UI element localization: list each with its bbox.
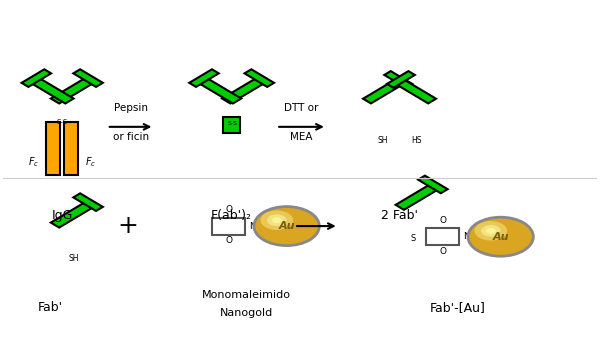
FancyBboxPatch shape (384, 71, 412, 88)
Circle shape (486, 228, 496, 234)
Text: IgG: IgG (52, 209, 73, 222)
FancyBboxPatch shape (51, 78, 93, 103)
Circle shape (481, 225, 500, 237)
FancyBboxPatch shape (212, 217, 245, 235)
FancyBboxPatch shape (396, 80, 436, 103)
FancyBboxPatch shape (73, 193, 103, 211)
Text: Fab'-[Au]: Fab'-[Au] (430, 301, 485, 314)
FancyBboxPatch shape (418, 176, 448, 193)
Text: Pepsin: Pepsin (113, 103, 148, 113)
Text: Fab': Fab' (38, 301, 63, 314)
Text: Monomaleimido: Monomaleimido (202, 290, 291, 300)
Circle shape (254, 207, 319, 246)
Circle shape (267, 215, 287, 226)
Circle shape (260, 211, 293, 230)
Circle shape (468, 217, 533, 256)
Text: Nanogold: Nanogold (220, 308, 273, 318)
Text: F(ab')₂: F(ab')₂ (211, 209, 252, 222)
Text: $F_c$: $F_c$ (85, 156, 97, 169)
Text: O: O (439, 247, 446, 256)
Text: 2 Fab': 2 Fab' (382, 209, 418, 222)
FancyBboxPatch shape (64, 122, 78, 175)
FancyBboxPatch shape (427, 228, 459, 245)
Text: DTT or: DTT or (284, 103, 319, 113)
Text: N: N (463, 232, 470, 241)
Text: +: + (117, 214, 138, 238)
FancyBboxPatch shape (22, 69, 51, 87)
FancyBboxPatch shape (46, 122, 60, 175)
FancyBboxPatch shape (51, 202, 93, 228)
FancyBboxPatch shape (199, 78, 241, 103)
Text: S-S: S-S (227, 121, 237, 126)
Text: O: O (439, 216, 446, 225)
FancyBboxPatch shape (395, 185, 438, 210)
FancyBboxPatch shape (73, 69, 103, 87)
Text: SH: SH (377, 136, 388, 145)
Text: O: O (225, 237, 232, 246)
FancyBboxPatch shape (189, 69, 219, 87)
Text: or ficin: or ficin (113, 132, 149, 142)
FancyBboxPatch shape (222, 78, 265, 103)
Text: MEA: MEA (290, 132, 313, 142)
FancyBboxPatch shape (363, 80, 403, 103)
Text: O: O (225, 205, 232, 214)
Text: N: N (249, 221, 256, 230)
Text: $F_c$: $F_c$ (28, 156, 40, 169)
Text: S-S: S-S (56, 118, 68, 125)
Text: S: S (410, 234, 416, 243)
Text: SH: SH (68, 255, 79, 264)
Circle shape (475, 221, 507, 240)
FancyBboxPatch shape (31, 78, 74, 103)
Text: Au: Au (493, 232, 509, 242)
Text: HS: HS (412, 136, 422, 145)
FancyBboxPatch shape (223, 117, 240, 133)
Text: Au: Au (278, 221, 295, 231)
Circle shape (272, 217, 282, 223)
FancyBboxPatch shape (387, 71, 415, 88)
FancyBboxPatch shape (245, 69, 274, 87)
